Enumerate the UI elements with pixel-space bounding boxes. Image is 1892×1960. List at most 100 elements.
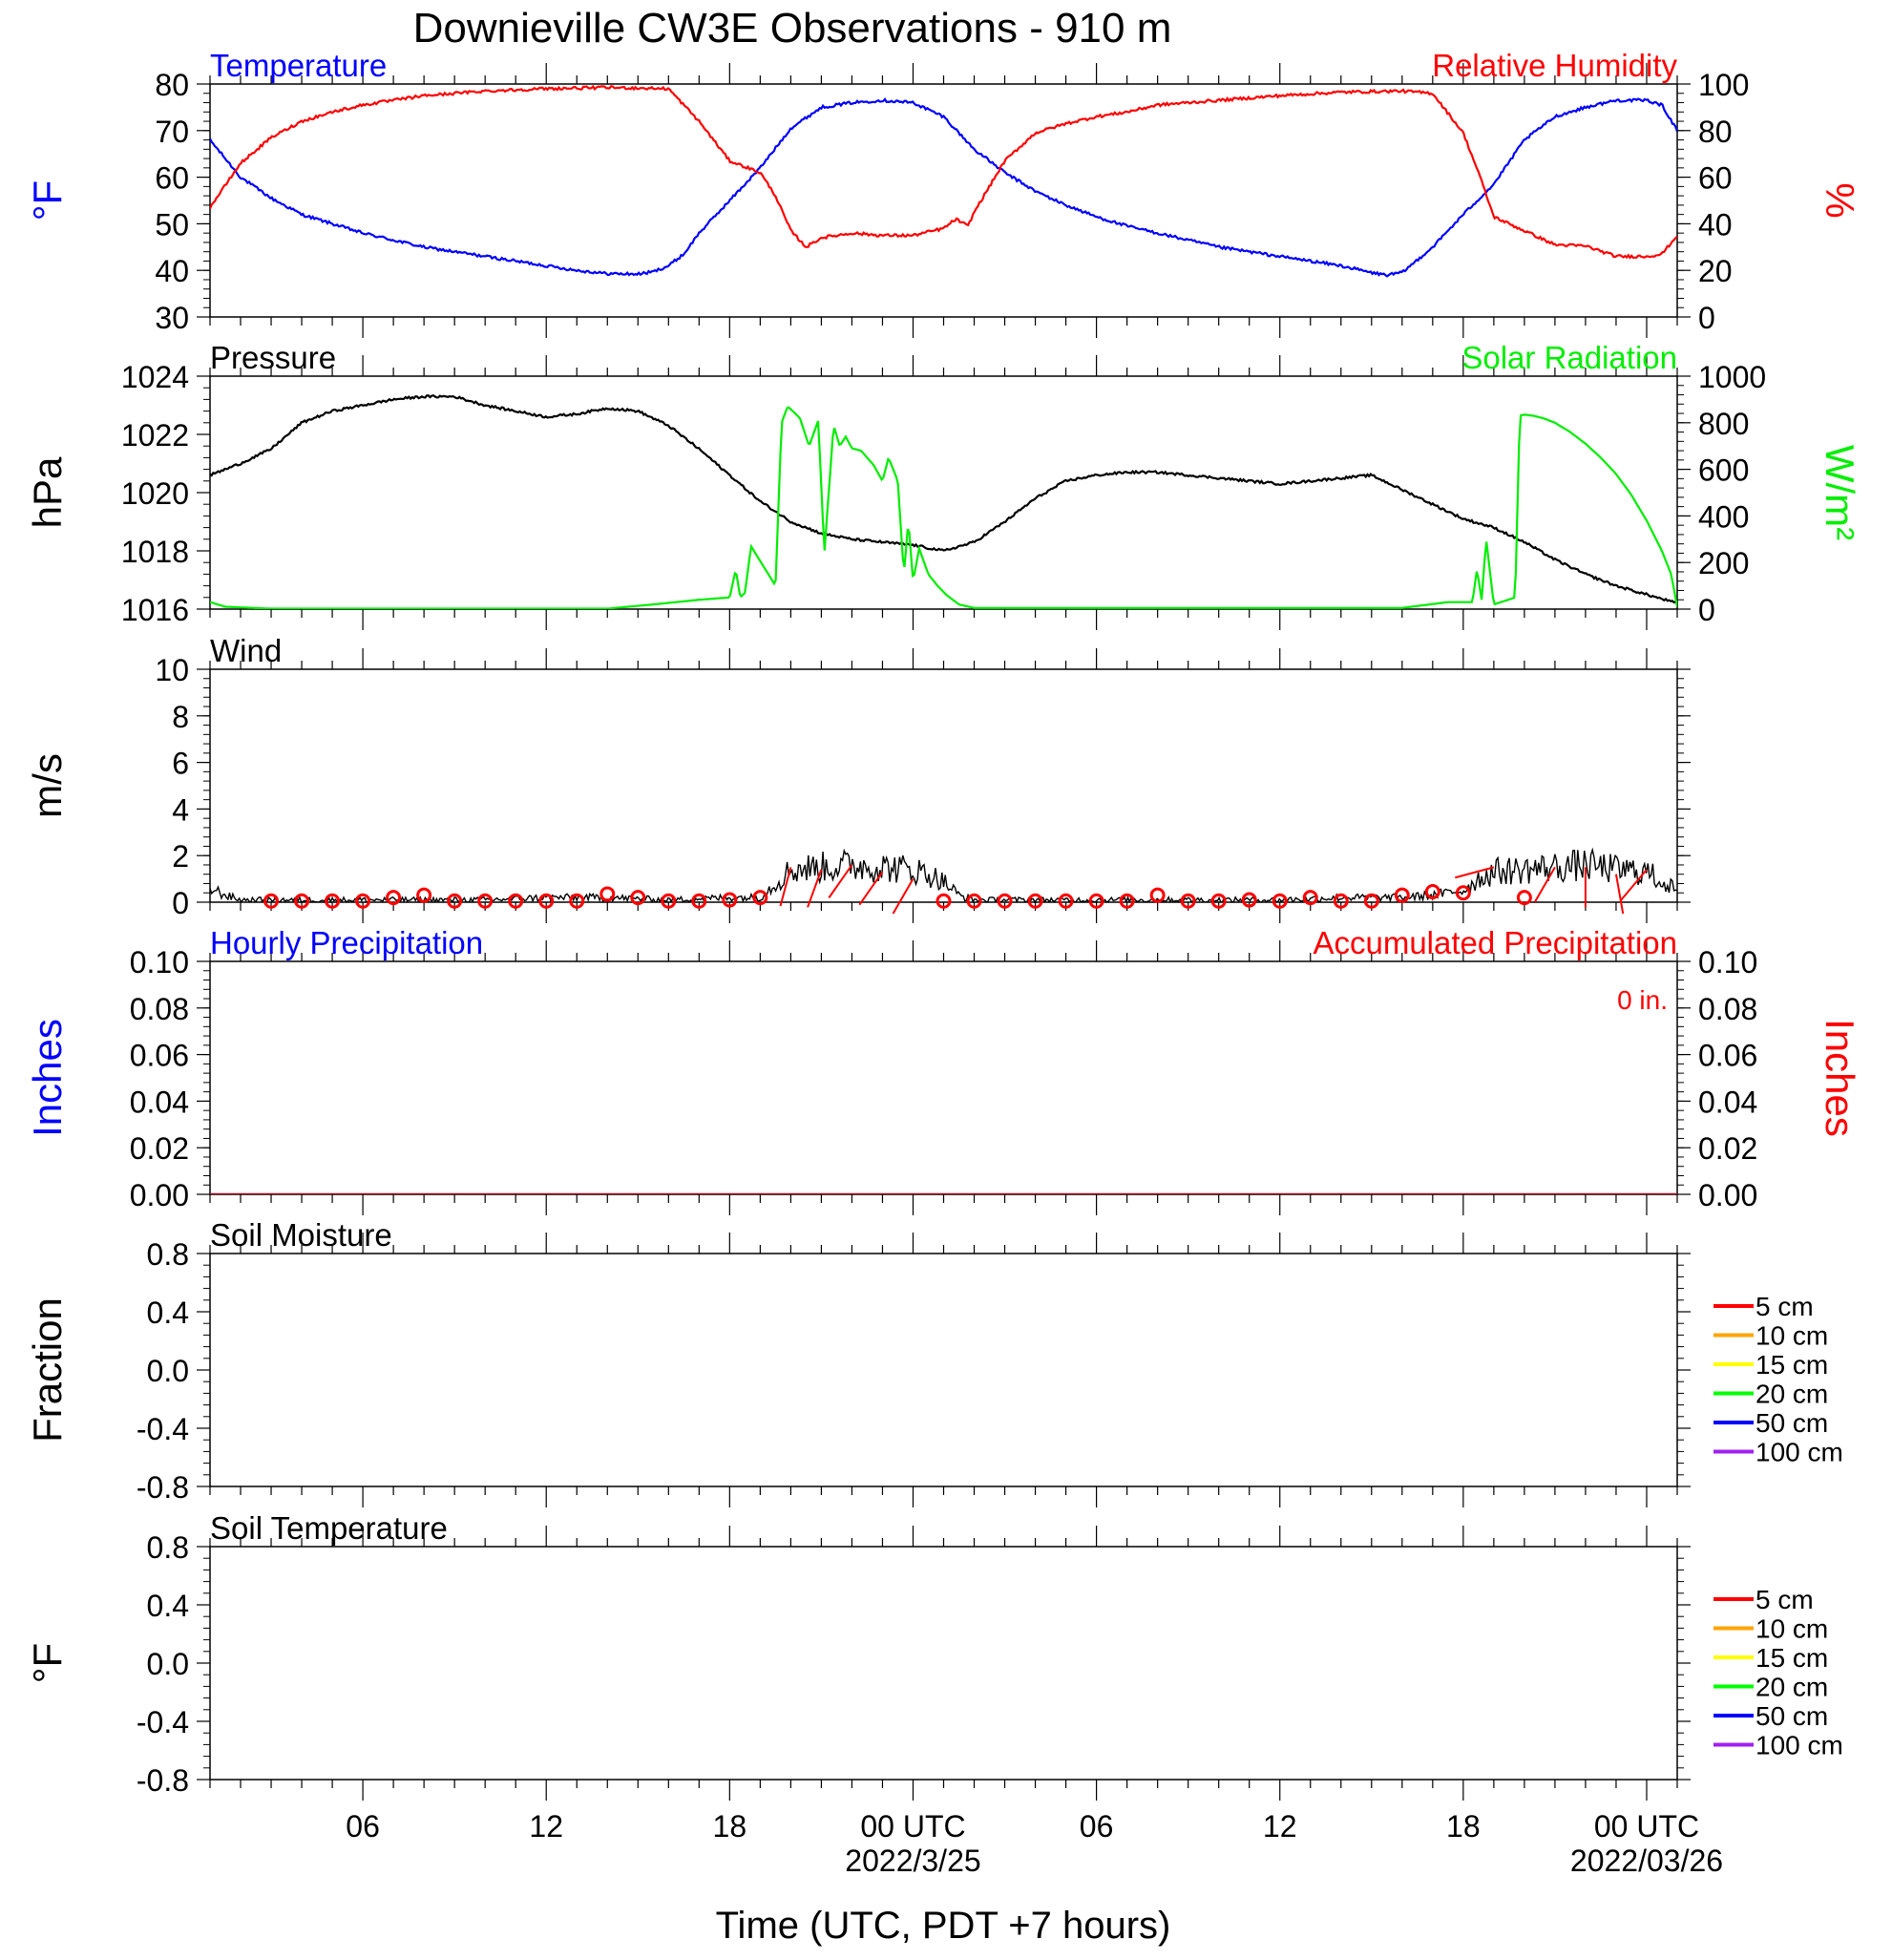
panel-title-left: Wind [210,633,282,668]
y-tick-label: 2 [172,839,189,874]
panel-title-left: Soil Temperature [210,1510,448,1546]
wind-calm-marker [508,893,524,909]
y-tick-label: -0.4 [137,1705,189,1739]
wind-calm-marker [477,893,494,909]
y-tick-label-right: 0 [1698,593,1715,627]
x-tick-label: 18 [713,1809,747,1844]
y-axis-label-right: W/m² [1818,445,1862,540]
series-line-pressure [210,394,1677,604]
y-tick-label-right: 0.02 [1698,1131,1757,1166]
y-axis-label-right: Inches [1818,1019,1862,1137]
wind-calm-marker [1455,885,1471,901]
x-date-label: 2022/3/25 [845,1844,980,1878]
y-tick-label: 0.02 [130,1131,189,1166]
legend-label: 50 cm [1755,1408,1828,1438]
panel-title-right: Accumulated Precipitation [1313,925,1677,960]
y-tick-label: -0.8 [137,1470,189,1505]
wind-calm-marker [1180,893,1196,909]
y-tick-label-right: 0 [1698,301,1715,335]
y-tick-label-right: 20 [1698,254,1733,288]
plot-frame [209,1253,1678,1487]
wind-barb [1534,866,1556,903]
wind-calm-marker [661,893,677,909]
wind-calm-marker [263,893,280,909]
y-tick-label: 30 [155,301,189,335]
wind-calm-marker [997,893,1013,909]
y-tick-label: 0.08 [130,992,189,1026]
y-tick-label: 0.00 [130,1178,189,1212]
x-tick-label: 18 [1446,1809,1481,1844]
y-tick-label: 1018 [121,535,189,569]
y-tick-label: 6 [172,747,189,781]
wind-calm-marker [630,890,646,906]
panel-title-right: Relative Humidity [1432,48,1677,83]
panel-title-left: Pressure [210,340,336,375]
wind-calm-marker [1333,893,1349,909]
y-tick-label: 40 [155,254,189,288]
wind-calm-marker [1363,893,1379,909]
y-tick-label: 80 [155,68,189,102]
wind-barb [807,869,823,908]
panel-title-right: Solar Radiation [1461,340,1677,375]
panel-temp_rh: 80 70 60 50 40 30 100 80 60 40 20 0 Temperature Relat… [25,48,1862,338]
y-tick-label: 0.8 [147,1530,189,1565]
plot-frame [209,83,1678,318]
y-tick-label: 50 [155,207,189,242]
y-tick-label-right: 80 [1698,115,1733,149]
wind-barb [892,878,914,915]
panel-pressure_solar: 1024 1022 1020 1018 1016 1000 800 600 400 200 0 Pre… [25,340,1862,630]
series-line-relative-humidity [210,84,1677,260]
y-tick-label: 0.06 [130,1039,189,1073]
x-tick-label: 00 UTC [860,1809,965,1844]
wind-barb [858,871,884,906]
y-axis-label: Inches [25,1019,70,1137]
wind-calm-marker [416,887,432,903]
legend-label: 100 cm [1755,1438,1843,1467]
y-tick-label: 0.10 [130,945,189,980]
y-tick-label: 1022 [121,418,189,453]
wind-calm-marker [1149,887,1166,903]
x-date-label: 2022/03/26 [1570,1844,1723,1878]
y-tick-label-right: 200 [1698,546,1749,580]
legend-label: 20 cm [1755,1380,1828,1409]
y-tick-label: 0.0 [147,1647,189,1681]
y-tick-label: 4 [172,792,189,827]
wind-barb [828,864,853,898]
wind-barb [1614,874,1625,915]
wind-calm-marker [1394,887,1410,903]
y-axis-label: °F [25,1643,70,1683]
y-tick-label: 70 [155,115,189,149]
wind-calm-marker [355,893,371,909]
x-tick-label: 12 [1263,1809,1297,1844]
y-tick-label-right: 40 [1698,207,1733,242]
wind-calm-marker [386,890,402,906]
y-axis-label: °F [25,180,70,221]
legend-label: 15 cm [1755,1350,1828,1380]
y-tick-label-right: 100 [1698,68,1749,102]
wind-calm-marker [1027,893,1043,909]
wind-calm-marker [691,893,707,909]
y-tick-label: 0 [172,886,189,920]
y-tick-label: 0.04 [130,1085,189,1119]
legend-label: 10 cm [1755,1321,1828,1351]
plot-frame [209,1546,1678,1781]
x-tick-label: 06 [346,1809,380,1844]
y-tick-label: 0.4 [147,1296,189,1330]
wind-calm-marker [1210,893,1227,909]
y-tick-label-right: 60 [1698,161,1733,196]
wind-calm-marker [752,890,768,906]
y-tick-label: 8 [172,700,189,734]
wind-calm-marker [1058,893,1074,909]
legend-label: 5 cm [1755,1292,1814,1321]
y-tick-label: 0.8 [147,1237,189,1272]
wind-barb [1455,866,1495,879]
y-tick-label: 0.0 [147,1354,189,1388]
page-title: Downieville CW3E Observations - 910 m [413,5,1172,52]
data-layer [210,84,1677,278]
y-tick-label: 10 [155,653,189,687]
y-tick-label: 60 [155,161,189,196]
x-tick-label: 06 [1080,1809,1114,1844]
wind-barb [779,867,792,907]
series-line-temperature [210,97,1677,278]
